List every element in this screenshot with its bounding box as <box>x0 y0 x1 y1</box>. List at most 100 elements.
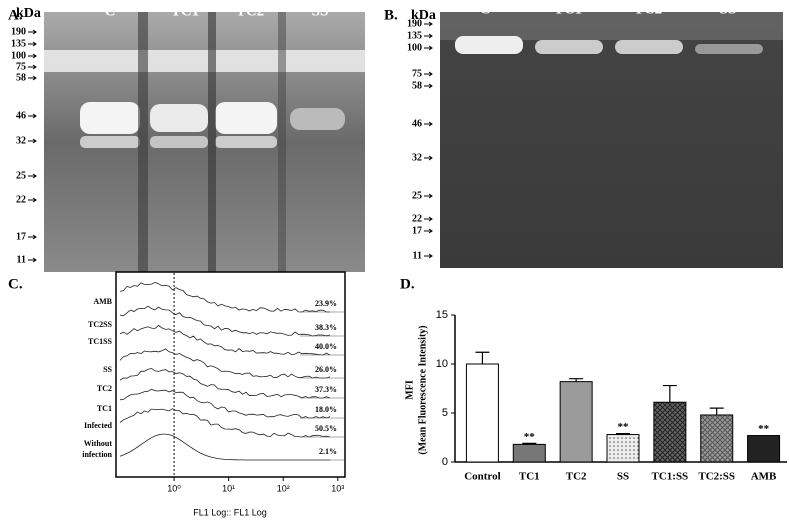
marker-label: 32 <box>16 135 26 146</box>
lane-label: TC1 <box>554 1 582 17</box>
marker-arrow <box>424 193 433 199</box>
marker-arrow <box>424 121 433 127</box>
lane-label: TC2 <box>236 3 264 19</box>
marker-label: 190 <box>407 18 422 29</box>
unit-label: kDa <box>411 8 436 23</box>
x-tick-label: 10² <box>277 483 290 493</box>
series-label: TC2SS <box>88 320 113 329</box>
panel-label: D. <box>400 276 415 292</box>
significance-mark: ** <box>618 421 630 433</box>
marker-label: 22 <box>16 194 26 205</box>
error-bar <box>662 384 677 403</box>
value-label: 50.5% <box>315 424 337 433</box>
marker-arrow <box>28 257 37 263</box>
marker-arrow <box>424 45 433 51</box>
marker-arrow <box>424 71 433 77</box>
significance-mark: ** <box>524 431 536 443</box>
marker-label: 135 <box>11 38 26 49</box>
marker-arrow <box>424 155 433 161</box>
bar <box>512 443 546 463</box>
series-label: TC1 <box>97 404 112 413</box>
bar <box>653 401 687 463</box>
y-tick-label: 0 <box>442 456 448 468</box>
marker-label: 100 <box>407 42 422 53</box>
y-tick-label: 10 <box>436 358 448 370</box>
lane-label: SS <box>720 1 737 17</box>
marker-label: 46 <box>412 118 422 129</box>
x-tick-label: TC2 <box>566 471 587 483</box>
marker-label: 11 <box>17 254 26 265</box>
x-tick-label: Control <box>464 471 500 483</box>
marker-arrow <box>28 64 37 70</box>
y-tick-label: 5 <box>442 407 448 419</box>
marker-arrow <box>28 138 37 144</box>
x-tick-label: SS <box>617 471 629 483</box>
panel-label: C. <box>8 276 23 292</box>
marker-label: 17 <box>412 225 422 236</box>
error-bar <box>569 378 584 382</box>
marker-label: 75 <box>412 68 422 79</box>
gel-image <box>440 12 783 268</box>
marker-label: 75 <box>16 61 26 72</box>
series-label: TC1SS <box>88 337 113 346</box>
marker-arrow <box>28 41 37 47</box>
bar <box>747 435 781 463</box>
marker-arrow <box>424 21 433 27</box>
x-tick-label: 10³ <box>331 483 344 493</box>
series-label: TC2 <box>97 384 112 393</box>
panel-label: A. <box>8 7 23 23</box>
lane-label: C <box>480 1 491 17</box>
y-axis-label: (Mean Fluorescence Intensity) <box>417 325 428 454</box>
marker-arrow <box>424 33 433 39</box>
series-label: AMB <box>93 297 112 306</box>
marker-arrow <box>424 228 433 234</box>
lane-label: TC1 <box>171 3 199 19</box>
y-axis-label: MFI <box>404 380 415 400</box>
lane-label: TC2 <box>634 1 662 17</box>
histogram-trace <box>119 388 331 419</box>
marker-arrow <box>28 113 37 119</box>
marker-arrow <box>28 29 37 35</box>
lane-label: SS <box>312 3 329 19</box>
bar <box>559 381 593 463</box>
marker-label: 17 <box>16 231 26 242</box>
lane-label: C <box>105 3 116 19</box>
series-label: SS <box>103 365 112 374</box>
value-label: 26.0% <box>315 365 337 374</box>
panel-label: B. <box>384 7 398 23</box>
marker-label: 58 <box>16 72 26 83</box>
marker-label: 32 <box>412 152 422 163</box>
x-tick-label: AMB <box>751 471 777 483</box>
significance-mark: ** <box>758 423 770 435</box>
x-axis-label: FL1 Log:: FL1 Log <box>193 507 267 517</box>
marker-arrow <box>28 173 37 179</box>
marker-label: 25 <box>412 190 422 201</box>
histogram-trace <box>119 305 331 337</box>
x-tick-label: 10¹ <box>222 483 235 493</box>
series-label: Infected <box>84 421 113 430</box>
value-label: 38.3% <box>315 323 337 332</box>
value-label: 37.3% <box>315 385 337 394</box>
histogram-trace <box>119 408 331 438</box>
y-tick-label: 15 <box>436 309 448 321</box>
histogram-trace <box>119 281 330 313</box>
value-label: 2.1% <box>319 447 337 456</box>
marker-label: 100 <box>11 50 26 61</box>
histogram-trace <box>119 367 331 399</box>
bar <box>465 363 499 463</box>
error-bar <box>522 442 537 445</box>
marker-arrow <box>424 83 433 89</box>
marker-label: 58 <box>412 80 422 91</box>
histogram-trace <box>119 433 330 461</box>
marker-arrow <box>28 234 37 240</box>
marker-label: 190 <box>11 26 26 37</box>
marker-arrow <box>28 197 37 203</box>
marker-arrow <box>424 253 433 259</box>
x-tick-label: TC2:SS <box>698 471 735 483</box>
x-tick-label: 10⁰ <box>167 483 181 493</box>
unit-label: kDa <box>16 6 41 21</box>
value-label: 18.0% <box>315 405 337 414</box>
bar <box>606 434 640 463</box>
histogram-trace <box>119 324 331 356</box>
